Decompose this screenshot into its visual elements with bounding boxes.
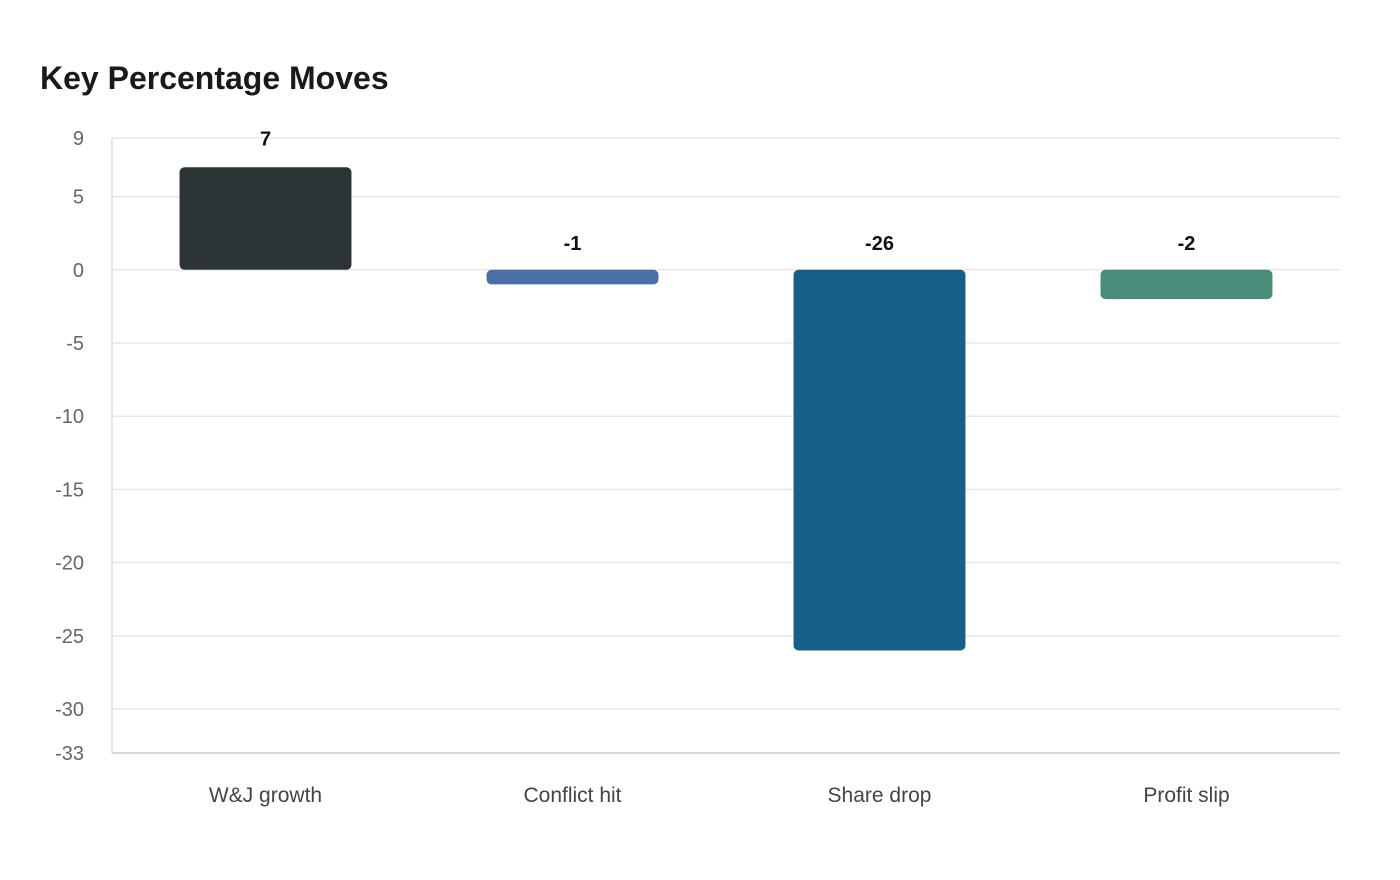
y-tick-label: -25	[55, 626, 84, 648]
x-axis: W&J growth Conflict hit Share drop Profit s…	[112, 752, 1340, 807]
chart-title: Key Percentage Moves	[40, 60, 389, 96]
bar	[1100, 269, 1273, 300]
x-tick-label: W&J growth	[209, 784, 322, 807]
x-tick-label: Share drop	[828, 784, 932, 807]
data-label: -2	[1178, 233, 1196, 255]
bar	[179, 167, 352, 270]
y-tick-label: -30	[55, 699, 84, 721]
data-label: 7	[260, 128, 271, 150]
y-tick-label: 0	[73, 260, 84, 282]
bar	[486, 269, 659, 285]
bar	[793, 269, 966, 651]
data-labels: 7 -1 -26 -2	[260, 128, 1195, 255]
data-label: -26	[865, 233, 894, 255]
y-tick-label: -10	[55, 406, 84, 428]
bars	[179, 167, 1273, 651]
data-label: -1	[564, 233, 582, 255]
y-axis: 9 5 0 -5 -10 -15 -20 -25 -30 -33	[55, 128, 113, 765]
y-tick-label: -33	[55, 743, 84, 765]
y-tick-label: 9	[73, 128, 84, 150]
y-tick-label: -15	[55, 479, 84, 501]
y-tick-label: -20	[55, 553, 84, 575]
y-tick-label: -5	[66, 333, 84, 355]
y-tick-label: 5	[73, 187, 84, 209]
x-tick-label: Profit slip	[1143, 784, 1229, 807]
x-tick-label: Conflict hit	[523, 784, 621, 807]
